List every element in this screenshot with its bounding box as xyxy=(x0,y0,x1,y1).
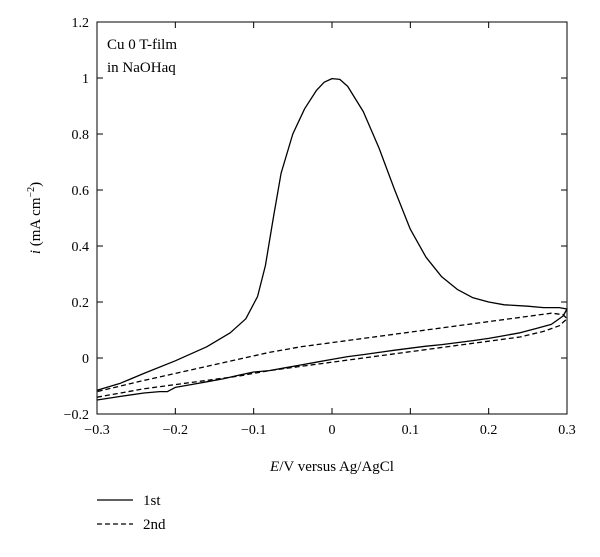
y-tick-label: 0 xyxy=(82,352,89,367)
x-axis-label-text: /V versus Ag/AgCl xyxy=(279,459,394,475)
x-tick-label: −0.2 xyxy=(163,423,188,438)
annotation-line-2: in NaOHaq xyxy=(107,60,176,76)
y-tick-label: −0.2 xyxy=(64,408,89,423)
axis-tick-labels: −0.3 −0.2 −0.1 0 0.1 0.2 0.3−0.200.20.40.60.81… xyxy=(64,16,576,438)
x-tick-label: 0.2 xyxy=(480,423,498,438)
series-line-1st xyxy=(96,77,568,401)
y-axis-label-close: ) xyxy=(28,182,44,187)
y-axis-label-superscript: −2 xyxy=(26,187,37,198)
legend-label-2nd: 2nd xyxy=(143,517,166,533)
x-tick-label: 0 xyxy=(329,423,336,438)
legend-label-1st: 1st xyxy=(143,493,161,509)
x-tick-label: 0.1 xyxy=(402,423,420,438)
y-tick-label: 0.2 xyxy=(72,296,90,311)
y-tick-label: 0.6 xyxy=(72,184,90,199)
y-axis-label: i (mA cm−2) xyxy=(26,182,44,254)
legend: 1st 2nd xyxy=(97,493,166,533)
axis-ticks xyxy=(96,21,568,415)
x-axis-label-symbol: E xyxy=(269,459,279,475)
data-series xyxy=(96,77,568,401)
x-tick-label: 0.3 xyxy=(558,423,576,438)
x-tick-label: −0.3 xyxy=(84,423,109,438)
series-line-2nd xyxy=(96,312,568,398)
y-tick-label: 0.8 xyxy=(72,128,90,143)
x-axis-label: E/V versus Ag/AgCl xyxy=(269,459,394,475)
y-tick-label: 1.2 xyxy=(72,16,90,31)
y-axis-label-text: (mA cm xyxy=(28,197,44,250)
y-tick-label: 1 xyxy=(82,72,89,87)
x-tick-label: −0.1 xyxy=(241,423,266,438)
y-axis-label-symbol: i xyxy=(28,250,44,254)
plot-frame xyxy=(96,21,568,415)
annotation-line-1: Cu 0 T-film xyxy=(107,37,177,53)
y-tick-label: 0.4 xyxy=(72,240,90,255)
